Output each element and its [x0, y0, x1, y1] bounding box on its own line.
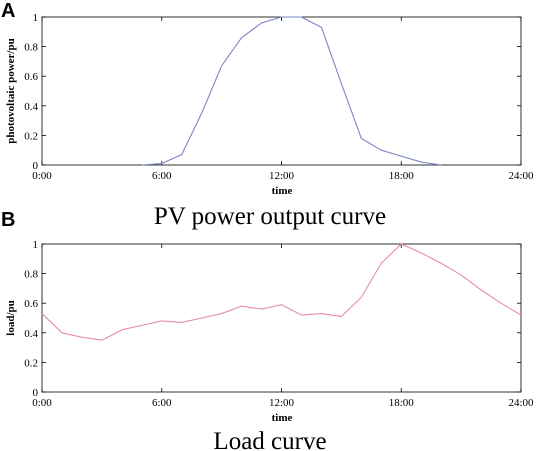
- chart-caption: Load curve: [213, 428, 326, 451]
- tick-group: 0:00 6:00 12:00 18:00 24:00 0 0.2 0.4 0.6 0.8 1: [24, 239, 534, 409]
- x-tick-label: 12:00: [269, 397, 295, 409]
- y-tick-label: 0.2: [24, 130, 38, 142]
- series-line: [41, 243, 522, 341]
- x-tick-label: 0:00: [32, 397, 52, 409]
- chart-caption: PV power output curve: [154, 203, 386, 230]
- x-tick-label: 18:00: [389, 170, 415, 182]
- y-tick-label: 0.2: [24, 357, 38, 369]
- y-tick-label: 0.4: [24, 328, 38, 340]
- y-tick-label: 1: [33, 12, 39, 24]
- series-group: [141, 16, 442, 166]
- panel-letter-a: A: [1, 0, 15, 22]
- x-tick-label: 24:00: [508, 170, 534, 182]
- x-axis-title: time: [272, 185, 293, 197]
- chart-panel-b: B 0:00 6:00 12:00 18:00 24:0000.20.40.60.81 …: [1, 209, 534, 451]
- series-line: [141, 16, 442, 166]
- y-tick-label: 0: [33, 387, 39, 399]
- series-group: [41, 243, 522, 341]
- x-tick-label: 6:00: [152, 170, 172, 182]
- y-tick-label: 1: [33, 239, 39, 251]
- x-tick-label: 0:00: [32, 170, 52, 182]
- tick-group: 0:00 6:00 12:00 18:00 24:00 0 0.2 0.4 0.6 0.8 1: [24, 12, 534, 182]
- y-tick-label: 0.6: [24, 298, 38, 310]
- x-tick-label: 6:00: [152, 397, 172, 409]
- y-axis-title: photovoltaic power/pu: [5, 38, 17, 143]
- x-tick-label: 24:00: [508, 397, 534, 409]
- y-tick-label: 0.4: [24, 101, 38, 113]
- y-tick-label: 0: [33, 160, 39, 172]
- panel-letter-b: B: [1, 209, 15, 231]
- plot-frame: [41, 243, 522, 393]
- x-axis-title: time: [272, 412, 293, 424]
- y-tick-label: 0.8: [24, 42, 38, 54]
- y-tick-label: 0.8: [24, 269, 38, 281]
- y-axis-title: load/pu: [5, 300, 17, 335]
- chart-panel-a: A 0:00 6:00 12:00 18:00 24:0000.20.40.60.81 …: [1, 0, 534, 230]
- y-tick-label: 0.6: [24, 71, 38, 83]
- plot-frame: [41, 16, 522, 166]
- x-tick-label: 18:00: [389, 397, 415, 409]
- x-tick-label: 12:00: [269, 170, 295, 182]
